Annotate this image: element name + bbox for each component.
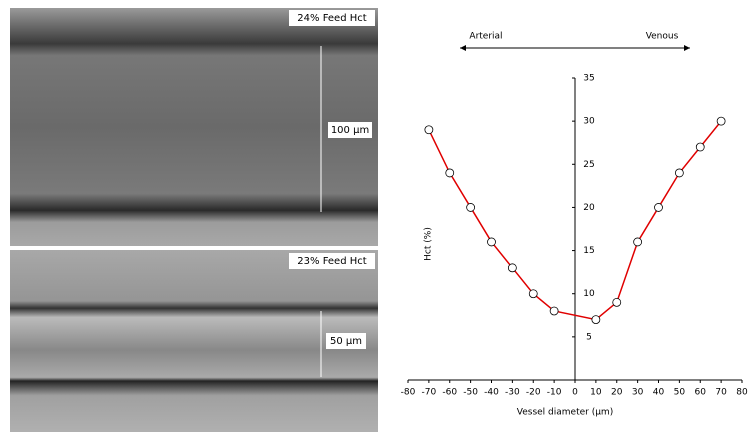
data-point [445,168,455,178]
x-axis-label: Vessel diameter (µm) [517,408,613,418]
scale-label: 50 µm [330,336,362,347]
micrograph [10,250,378,432]
x-tick-label: 0 [572,388,578,398]
data-point [528,289,538,299]
label-box [289,10,375,26]
x-tick-label: -40 [484,388,499,398]
x-tick-label: -30 [505,388,520,398]
panel-label: 24% Feed Hct [297,13,366,24]
y-tick-label: 25 [583,160,594,170]
label-box [326,333,366,349]
y-tick-label: 15 [583,246,594,256]
panel-label: 23% Feed Hct [297,256,366,267]
y-tick-label: 30 [583,117,595,127]
y-tick-label: 35 [583,74,594,84]
data-point [695,142,705,152]
x-tick-label: -50 [463,388,478,398]
annotation: Venous [646,32,679,42]
x-tick-label: -20 [526,388,541,398]
label-box [289,253,375,269]
y-tick-label: 10 [583,289,595,299]
x-tick-label: -60 [442,388,457,398]
x-tick-label: 50 [674,388,686,398]
scale-label: 100 µm [331,125,369,136]
data-point [612,297,622,307]
label-box [328,122,372,138]
data-point [674,168,684,178]
y-tick-label: 20 [583,203,595,213]
x-tick-label: 20 [611,388,623,398]
x-tick-label: 10 [590,388,602,398]
x-tick-label: -70 [422,388,437,398]
x-tick-label: -80 [401,388,416,398]
annotation: Arterial [469,32,502,42]
x-tick-label: 80 [736,388,748,398]
x-tick-label: 40 [653,388,665,398]
data-point [487,237,496,247]
y-axis-label: Hct (%) [424,227,434,261]
x-tick-label: 30 [632,388,644,398]
data-point [716,116,726,126]
data-point [507,263,517,273]
data-line [428,120,722,321]
data-point [591,315,601,325]
y-tick-label: 5 [586,332,592,342]
micrograph [10,8,378,246]
data-point [549,306,559,316]
data-point [654,203,663,212]
x-tick-label: 70 [715,388,727,398]
data-point [466,203,476,212]
data-point [633,237,643,247]
x-tick-label: 60 [695,388,707,398]
x-tick-label: -10 [547,388,562,398]
data-point [424,125,434,135]
